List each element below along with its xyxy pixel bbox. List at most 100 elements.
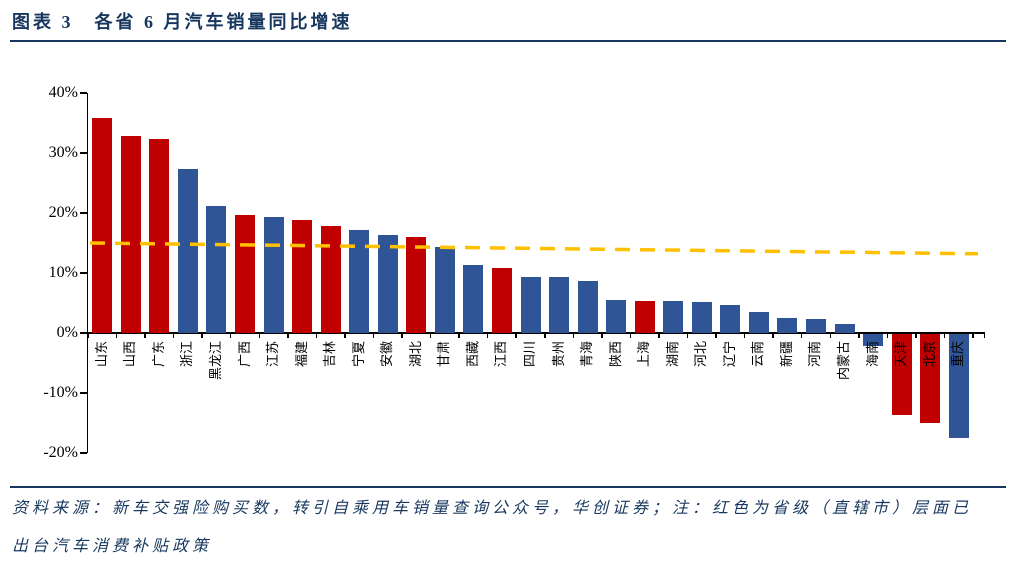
x-axis-tick	[658, 333, 660, 338]
y-axis-line	[86, 93, 88, 453]
y-axis-tick	[80, 332, 87, 334]
x-axis-tick	[401, 333, 403, 338]
x-axis-tick	[144, 333, 146, 338]
y-tick-label: 10%	[48, 264, 78, 281]
bar-河南	[805, 319, 826, 333]
x-label-宁夏: 宁夏	[351, 341, 367, 368]
bar-上海	[634, 300, 655, 333]
bar-广西	[235, 214, 256, 333]
x-label-湖北: 湖北	[408, 341, 424, 368]
y-axis-tick	[80, 92, 87, 94]
x-axis-tick	[429, 333, 432, 338]
x-label-青海: 青海	[580, 341, 596, 368]
bar-四川	[520, 277, 541, 333]
bar-河北	[691, 301, 712, 333]
bar-安徽	[377, 235, 398, 333]
x-axis-tick	[943, 333, 946, 338]
x-axis-tick	[800, 333, 803, 338]
bar-江西	[491, 268, 512, 333]
x-axis-tick	[515, 333, 517, 338]
footer-divider-line	[10, 486, 1006, 488]
bar-黑龙江	[206, 205, 227, 333]
x-axis-tick	[686, 333, 689, 338]
x-label-陕西: 陕西	[608, 341, 624, 368]
x-axis-tick	[115, 333, 118, 338]
bar-浙江	[177, 169, 198, 333]
bar-青海	[577, 280, 598, 333]
x-label-湖南: 湖南	[665, 341, 681, 368]
x-axis-tick	[486, 333, 489, 338]
bar-西藏	[463, 265, 484, 333]
x-axis-tick	[572, 333, 575, 338]
x-label-山西: 山西	[123, 341, 139, 368]
x-label-广西: 广西	[237, 341, 253, 368]
x-axis-tick	[715, 333, 717, 338]
bar-天津	[891, 333, 912, 415]
bar-贵州	[549, 277, 570, 333]
x-label-河南: 河南	[808, 341, 824, 368]
bar-福建	[292, 220, 313, 333]
y-axis-tick	[80, 272, 87, 274]
x-axis-tick	[172, 333, 175, 338]
y-axis-tick	[80, 212, 87, 214]
y-tick-label: -20%	[43, 444, 78, 461]
x-axis-end-tick	[983, 333, 985, 338]
x-label-重庆: 重庆	[951, 341, 967, 368]
x-label-四川: 四川	[523, 341, 538, 368]
x-axis-tick	[601, 333, 603, 338]
bar-新疆	[777, 318, 798, 333]
x-axis-tick	[315, 333, 318, 338]
x-label-甘肃: 甘肃	[437, 341, 453, 368]
bar-湖南	[663, 301, 684, 333]
bar-内蒙古	[834, 324, 855, 333]
x-axis-tick	[87, 333, 89, 338]
x-axis-line	[86, 332, 985, 334]
x-label-上海: 上海	[637, 341, 653, 368]
y-axis-tick	[80, 392, 87, 394]
y-tick-label: -10%	[43, 384, 78, 401]
x-label-浙江: 浙江	[180, 341, 196, 368]
bar-甘肃	[434, 247, 455, 333]
bar-陕西	[606, 300, 627, 333]
x-label-天津: 天津	[894, 341, 910, 368]
x-label-辽宁: 辽宁	[722, 341, 738, 368]
bar-辽宁	[720, 304, 741, 333]
x-label-福建: 福建	[294, 341, 310, 368]
bar-云南	[748, 312, 769, 333]
x-label-江苏: 江苏	[266, 341, 282, 368]
x-axis-tick	[458, 333, 460, 338]
x-label-黑龙江: 黑龙江	[208, 341, 224, 381]
x-label-广东: 广东	[151, 341, 167, 368]
x-label-新疆: 新疆	[779, 341, 795, 368]
figure-title: 图表 3 各省 6 月汽车销量同比增速	[12, 12, 353, 32]
x-axis-tick	[886, 333, 889, 338]
bar-广东	[149, 139, 170, 333]
x-axis-tick	[972, 333, 974, 338]
x-axis-tick	[544, 333, 546, 338]
x-axis-tick	[829, 333, 831, 338]
x-axis-tick	[629, 333, 632, 338]
x-label-河北: 河北	[694, 341, 710, 368]
bar-北京	[920, 333, 941, 423]
y-tick-label: 0%	[56, 324, 78, 341]
x-axis-tick	[229, 333, 232, 338]
y-tick-label: 20%	[48, 204, 78, 221]
bar-山东	[92, 118, 113, 333]
y-axis-tick	[80, 152, 87, 154]
y-tick-label: 30%	[48, 144, 78, 161]
bar-山西	[120, 136, 141, 333]
x-axis-tick	[258, 333, 261, 338]
x-axis-tick	[915, 333, 917, 338]
bar-吉林	[320, 226, 341, 333]
x-label-云南: 云南	[751, 341, 767, 368]
x-label-安徽: 安徽	[380, 341, 396, 368]
bar-湖北	[406, 237, 427, 333]
bar-宁夏	[349, 229, 370, 333]
x-axis-tick	[201, 333, 203, 338]
bar-海南	[863, 333, 884, 346]
x-axis-tick	[743, 333, 746, 338]
title-divider-line	[10, 40, 1006, 42]
x-axis-tick	[858, 333, 860, 338]
x-label-北京: 北京	[922, 341, 938, 368]
x-label-贵州: 贵州	[551, 341, 567, 368]
